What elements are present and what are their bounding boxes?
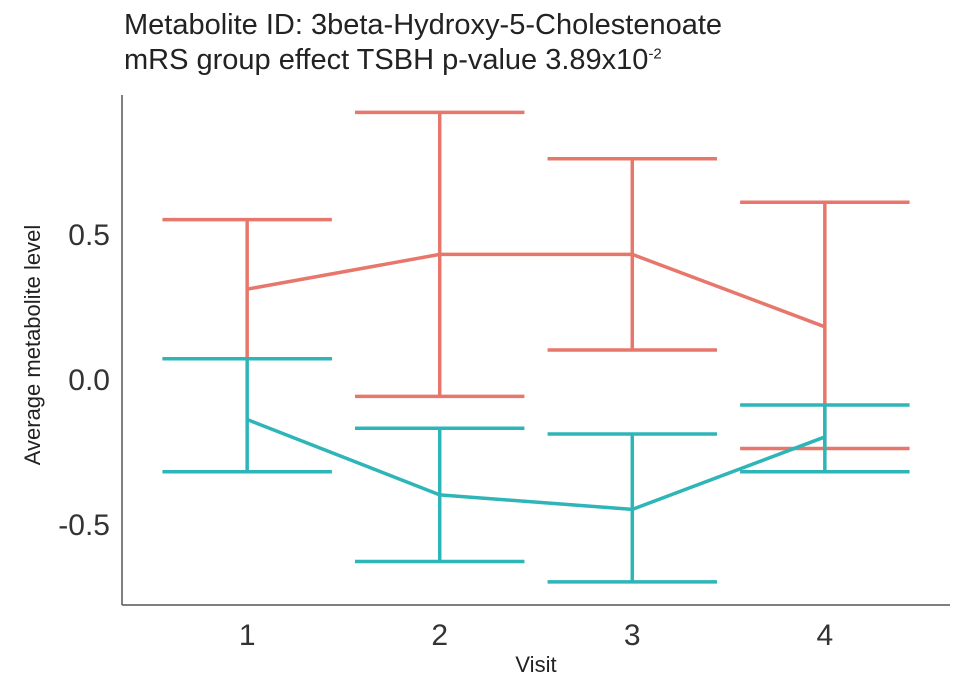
chart-title: Metabolite ID: 3beta-Hydroxy-5-Cholesten…	[124, 8, 722, 78]
x-tick-label: 4	[816, 619, 833, 652]
y-tick-label: 0.5	[68, 219, 110, 252]
y-axis-title: Average metabolite level	[20, 225, 45, 466]
series-layer	[162, 110, 910, 584]
title-pvalue-exponent: -2	[648, 45, 662, 63]
axes-layer: 0.5 0.0 -0.5 1 2 3 4	[58, 95, 950, 652]
series-group-teal	[162, 356, 910, 584]
x-tick-label: 3	[624, 619, 641, 652]
title-pvalue-text: mRS group effect TSBH p-value 3.89x10	[124, 44, 649, 76]
y-tick-label: -0.5	[58, 509, 110, 542]
title-line-2: mRS group effect TSBH p-value 3.89x10-2	[124, 43, 722, 78]
title-line-1: Metabolite ID: 3beta-Hydroxy-5-Cholesten…	[124, 9, 723, 41]
x-axis-title: Visit	[515, 652, 556, 677]
x-tick-label: 2	[431, 619, 448, 652]
mean-line	[246, 417, 826, 512]
series-group-red	[162, 110, 910, 451]
mean-line	[246, 252, 826, 329]
y-tick-label: 0.0	[68, 364, 110, 397]
x-tick-label: 1	[239, 619, 256, 652]
